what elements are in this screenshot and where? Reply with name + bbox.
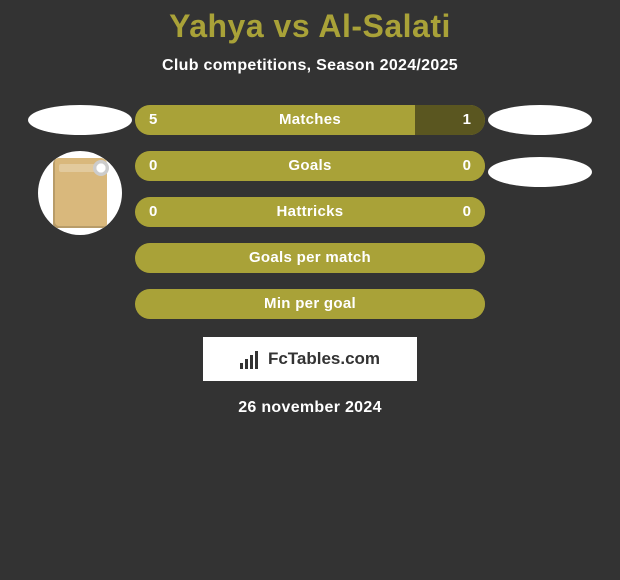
team-badge-right-2 [488,157,592,187]
stat-bars: 5 Matches 1 0 Goals 0 0 Hattricks 0 Go [135,105,485,319]
stat-label: Min per goal [135,289,485,319]
player-right-col [485,105,595,209]
bar-chart-icon [240,349,264,369]
date-text: 26 november 2024 [0,399,620,417]
stat-right-value: 0 [463,151,471,181]
stat-right-value: 1 [463,105,471,135]
logo-text: FcTables.com [268,349,380,369]
stat-bar-hattricks: 0 Hattricks 0 [135,197,485,227]
stat-bar-goals: 0 Goals 0 [135,151,485,181]
stat-bar-goals-per-match: Goals per match [135,243,485,273]
stat-bar-matches: 5 Matches 1 [135,105,485,135]
placeholder-avatar-icon [53,158,107,228]
stats-area: 5 Matches 1 0 Goals 0 0 Hattricks 0 Go [0,105,620,319]
comparison-container: Yahya vs Al-Salati Club competitions, Se… [0,0,620,417]
stat-bar-min-per-goal: Min per goal [135,289,485,319]
team-badge-right-1 [488,105,592,135]
stat-label: Goals per match [135,243,485,273]
player-left-avatar [38,151,122,235]
player-left-col [25,105,135,235]
page-title: Yahya vs Al-Salati [0,8,620,45]
team-badge-left [28,105,132,135]
stat-right-value: 0 [463,197,471,227]
stat-label: Goals [135,151,485,181]
fctables-logo[interactable]: FcTables.com [203,337,417,381]
stat-label: Matches [135,105,485,135]
stat-label: Hattricks [135,197,485,227]
subtitle: Club competitions, Season 2024/2025 [0,57,620,75]
